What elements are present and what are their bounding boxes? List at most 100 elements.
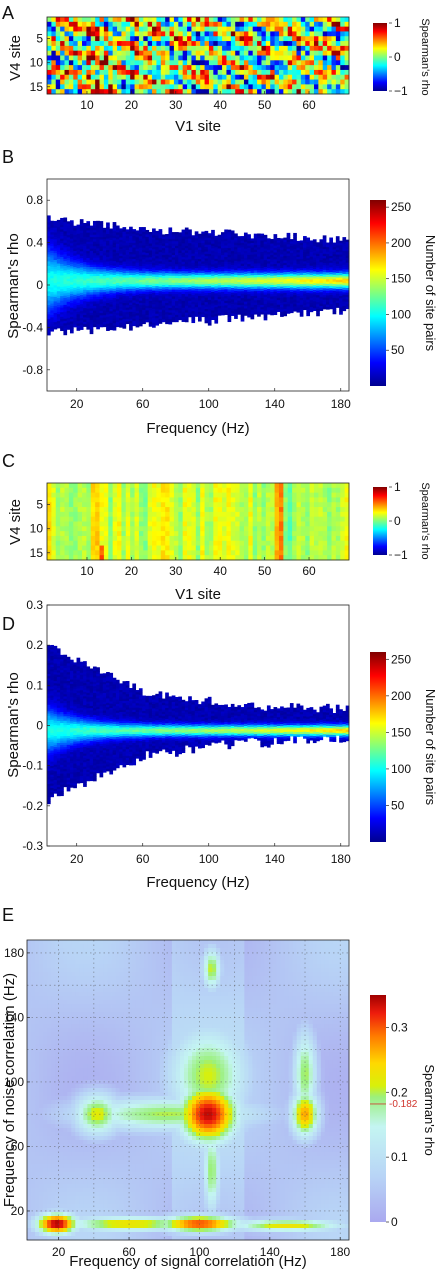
heatmap-cell — [138, 55, 144, 61]
histogram-bin — [165, 273, 169, 276]
histogram-bin — [247, 245, 251, 249]
histogram-bin — [132, 229, 137, 232]
colorbar-tick-label: 50 — [391, 343, 405, 357]
heatmap-cell — [160, 84, 166, 90]
histogram-bin — [253, 309, 258, 313]
histogram-bin — [270, 273, 274, 277]
histogram-bin — [92, 227, 97, 231]
heatmap-cell — [77, 487, 83, 494]
histogram-bin — [112, 309, 117, 313]
histogram-bin — [175, 264, 179, 267]
histogram-bin — [289, 259, 294, 263]
histogram-bin — [342, 241, 347, 245]
histogram-bin — [253, 298, 258, 301]
heatmap-cell — [125, 21, 131, 28]
histogram-bin — [181, 270, 186, 274]
heatmap-cell — [55, 65, 61, 71]
histogram-bin — [112, 263, 117, 267]
histogram-bin — [191, 249, 196, 252]
histogram-bin — [66, 285, 71, 289]
heatmap-cell — [165, 487, 170, 494]
histogram-bin — [83, 275, 87, 279]
histogram-bin — [122, 243, 127, 246]
histogram-bin — [181, 307, 186, 311]
heatmap-cell — [99, 45, 105, 52]
histogram-bin — [184, 257, 189, 261]
histogram-bin — [319, 285, 324, 288]
heatmap-cell — [217, 60, 223, 66]
histogram-bin — [198, 238, 202, 242]
histogram-bin — [73, 306, 77, 309]
histogram-bin — [266, 242, 271, 246]
heatmap-cell — [278, 492, 284, 498]
histogram-bin — [224, 259, 228, 263]
histogram-bin — [293, 299, 297, 303]
histogram-bin — [112, 256, 117, 260]
histogram-bin — [253, 302, 258, 306]
histogram-bin — [276, 263, 281, 266]
histogram-bin — [250, 286, 255, 290]
histogram-bin — [96, 285, 100, 288]
y-tick-label: 0.8 — [26, 193, 43, 207]
heatmap-cell — [77, 45, 83, 52]
histogram-bin — [220, 275, 225, 279]
histogram-bin — [188, 247, 192, 251]
histogram-bin — [217, 255, 222, 259]
heatmap-cell — [222, 45, 227, 52]
histogram-bin — [161, 234, 166, 238]
histogram-bin — [145, 257, 150, 261]
heatmap-cell — [270, 50, 275, 56]
histogram-bin — [66, 311, 71, 314]
heatmap-cell — [243, 50, 249, 56]
histogram-bin — [283, 276, 288, 280]
histogram-bin — [188, 291, 192, 295]
histogram-bin — [198, 279, 202, 283]
histogram-bin — [198, 261, 202, 265]
histogram-bin — [191, 283, 196, 287]
histogram-bin — [76, 323, 81, 327]
histogram-bin — [303, 259, 307, 262]
histogram-bin — [132, 268, 137, 271]
heatmap-cell — [95, 497, 100, 503]
histogram-bin — [312, 239, 317, 242]
histogram-bin — [47, 215, 51, 219]
histogram-bin — [145, 317, 150, 321]
histogram-bin — [214, 318, 219, 322]
x-tick-label: 50 — [258, 98, 272, 112]
histogram-bin — [161, 250, 166, 254]
histogram-bin — [119, 235, 123, 238]
histogram-bin — [257, 254, 261, 257]
heatmap-cell — [318, 74, 324, 80]
heatmap-cell — [95, 492, 100, 498]
histogram-bin — [138, 240, 143, 244]
histogram-bin — [145, 287, 150, 291]
heatmap-cell — [169, 79, 175, 85]
histogram-bin — [309, 302, 314, 306]
histogram-bin — [138, 238, 143, 242]
histogram-bin — [96, 310, 100, 314]
histogram-bin — [63, 309, 68, 313]
histogram-bin — [152, 288, 156, 291]
x-tick-label: 100 — [199, 397, 219, 411]
histogram-bin — [335, 249, 340, 253]
histogram-bin — [138, 229, 143, 233]
heatmap-cell — [283, 79, 289, 85]
histogram-bin — [60, 319, 64, 322]
histogram-bin — [260, 304, 265, 308]
heatmap-cell — [143, 21, 149, 28]
histogram-bin — [69, 236, 74, 240]
heatmap-cell — [108, 74, 114, 80]
histogram-bin — [171, 255, 176, 258]
heatmap-cell — [138, 483, 144, 489]
histogram-bin — [138, 284, 143, 288]
histogram-bin — [253, 240, 258, 244]
histogram-bin — [125, 286, 130, 290]
histogram-bin — [168, 229, 173, 233]
histogram-bin — [148, 255, 153, 258]
histogram-bin — [289, 301, 294, 304]
y-tick-label: 0.4 — [26, 236, 43, 250]
histogram-bin — [247, 307, 251, 311]
heatmap-cell — [182, 79, 188, 85]
histogram-bin — [326, 254, 330, 257]
histogram-bin — [260, 254, 265, 258]
